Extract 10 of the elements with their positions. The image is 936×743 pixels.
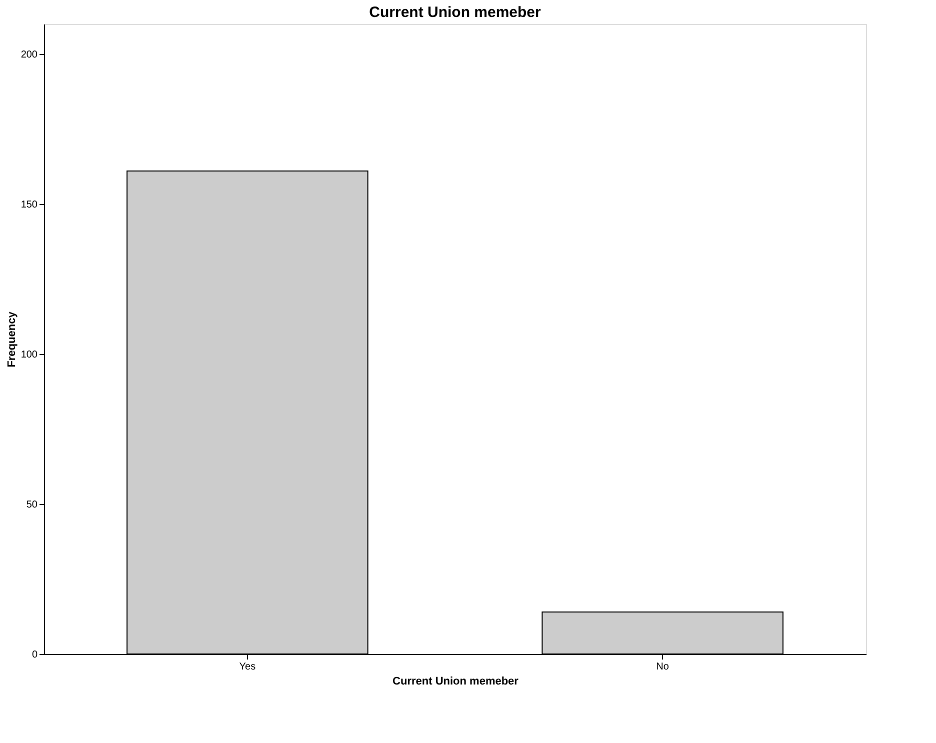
y-tick-label: 0	[32, 650, 38, 660]
y-tick-label: 200	[20, 50, 38, 60]
x-axis-title: Current Union memeber	[392, 676, 520, 688]
y-tick-label: 150	[20, 200, 38, 210]
y-axis-title: Frequency	[6, 310, 18, 368]
y-tick-label: 50	[26, 500, 38, 510]
chart-title: Current Union memeber	[369, 4, 542, 21]
x-tick-label: Yes	[239, 662, 256, 672]
y-tick-label: 100	[20, 350, 38, 360]
x-tick-label: No	[656, 662, 670, 672]
